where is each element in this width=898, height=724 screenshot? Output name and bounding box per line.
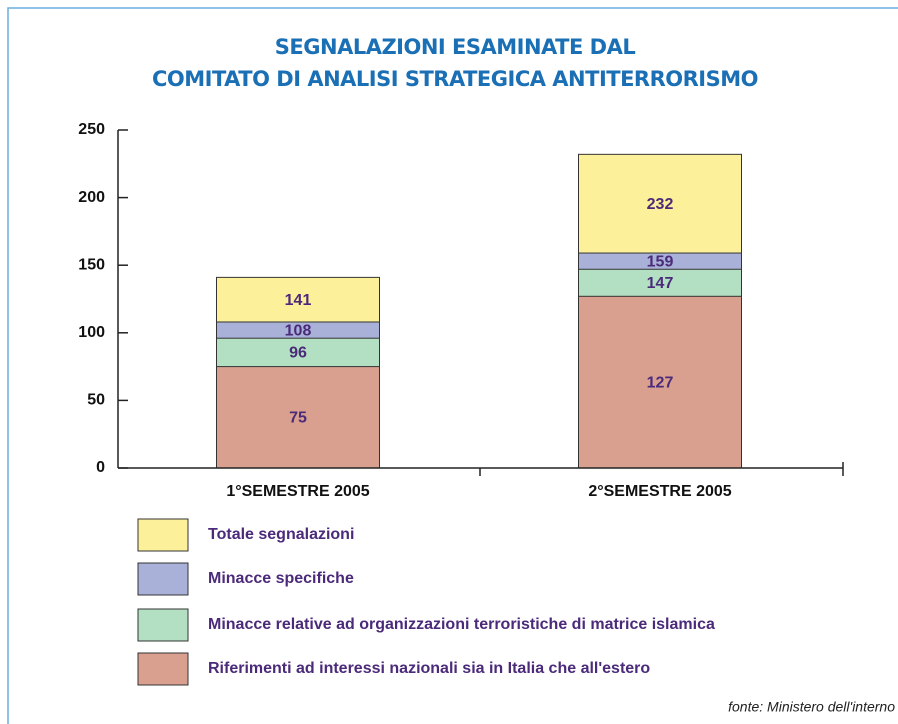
- y-tick-label: 150: [78, 256, 105, 273]
- y-tick-label: 250: [78, 121, 105, 138]
- value-label: 127: [647, 374, 674, 391]
- value-label: 75: [289, 410, 307, 427]
- bar: [216, 366, 380, 469]
- value-label: 108: [285, 322, 312, 339]
- y-tick-label: 200: [78, 189, 105, 206]
- legend-swatch: [137, 518, 189, 552]
- chart-title: COMITATO DI ANALISI STRATEGICA ANTITERRO…: [152, 67, 758, 91]
- y-tick-label: 100: [78, 324, 105, 341]
- legend-label: Totale segnalazioni: [208, 526, 354, 543]
- y-tick-label: 50: [87, 392, 105, 409]
- legend-swatch: [137, 608, 189, 642]
- legend-label: Riferimenti ad interessi nazionali sia i…: [208, 660, 650, 677]
- legend-swatch: [137, 562, 189, 596]
- value-label: 96: [289, 345, 307, 362]
- legend-label: Minacce specifiche: [208, 570, 354, 587]
- plot: 141 108 96 75 232 159 147 127: [216, 153, 742, 469]
- value-label: 141: [285, 292, 312, 309]
- frame: [7, 7, 898, 724]
- source: fonte: Ministero dell'interno: [728, 699, 895, 715]
- legend-label: Minacce relative ad organizzazioni terro…: [208, 616, 715, 633]
- bar: [578, 295, 742, 469]
- x-tick-label: 1°SEMESTRE 2005: [226, 483, 369, 500]
- legend-swatch: [137, 652, 189, 686]
- chart-title: SEGNALAZIONI ESAMINATE DAL: [275, 35, 636, 59]
- value-label: 147: [647, 275, 674, 292]
- y-tick-label: 0: [96, 459, 105, 476]
- value-label: 232: [647, 196, 674, 213]
- x-tick-label: 2°SEMESTRE 2005: [588, 483, 731, 500]
- value-label: 159: [647, 253, 674, 270]
